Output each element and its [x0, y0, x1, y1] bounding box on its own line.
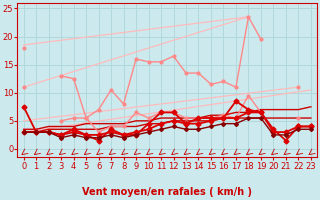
X-axis label: Vent moyen/en rafales ( km/h ): Vent moyen/en rafales ( km/h ) [82, 187, 252, 197]
